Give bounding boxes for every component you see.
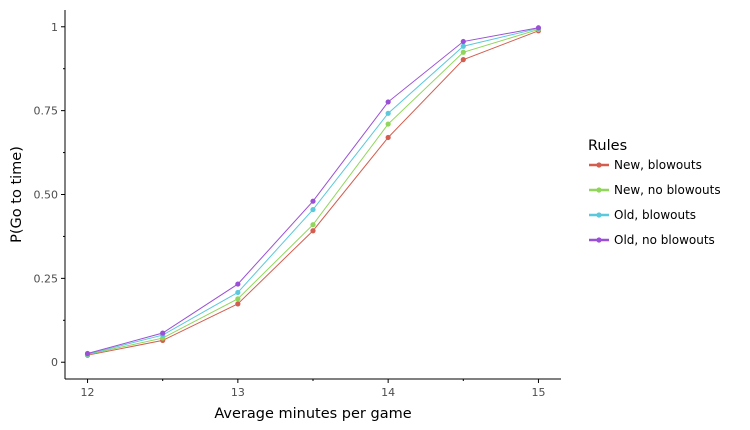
data-point [385, 121, 391, 127]
data-point [460, 49, 466, 55]
series-line [87, 30, 539, 356]
legend-label: Old, blowouts [614, 208, 696, 222]
data-point [235, 301, 241, 307]
data-point [535, 25, 542, 31]
legend-title: Rules [588, 138, 627, 154]
series-2 [84, 25, 542, 357]
data-point [310, 228, 316, 234]
series-line [87, 27, 539, 355]
data-point [385, 99, 391, 105]
data-point [310, 206, 316, 213]
data-point [385, 110, 391, 116]
series-3 [84, 25, 542, 357]
data-point [460, 38, 466, 45]
data-point [385, 134, 391, 141]
legend-key-point [596, 237, 602, 243]
x-tick-label: 14 [381, 386, 395, 399]
y-tick-label: 1 [51, 21, 58, 34]
legend: Rules New, blowouts New, no blowouts Old, … [588, 138, 721, 247]
legend-key-point [596, 212, 602, 218]
legend-key-point [596, 162, 602, 168]
y-ticks: 0 0.25 0.50 0.75 1 [34, 21, 65, 369]
axes [64, 10, 561, 380]
y-axis-title: P(Go to time) [9, 146, 25, 243]
legend-label: Old, no blowouts [614, 233, 715, 247]
data-point [235, 289, 241, 296]
x-tick-label: 15 [531, 386, 545, 399]
data-point [460, 43, 466, 49]
series-line [87, 28, 539, 356]
x-tick-label: 12 [81, 386, 95, 399]
series-layer [84, 25, 542, 358]
data-point [235, 296, 241, 302]
y-tick-label: 0.50 [34, 189, 59, 202]
legend-key-point [596, 187, 602, 193]
series-1 [84, 26, 542, 358]
data-point [310, 222, 316, 228]
x-tick-label: 13 [231, 386, 245, 399]
data-point [310, 198, 316, 204]
x-ticks: 12 13 14 15 [81, 379, 545, 399]
series-0 [84, 28, 542, 358]
series-line [87, 27, 539, 354]
data-point [460, 57, 466, 63]
x-axis-title: Average minutes per game [214, 406, 411, 422]
data-point [160, 330, 166, 336]
y-tick-label: 0 [51, 356, 58, 369]
legend-label: New, blowouts [614, 158, 702, 172]
y-tick-label: 0.25 [34, 272, 59, 285]
data-point [84, 350, 91, 357]
y-tick-label: 0.75 [34, 105, 59, 118]
legend-label: New, no blowouts [614, 183, 721, 197]
data-point [235, 281, 241, 287]
